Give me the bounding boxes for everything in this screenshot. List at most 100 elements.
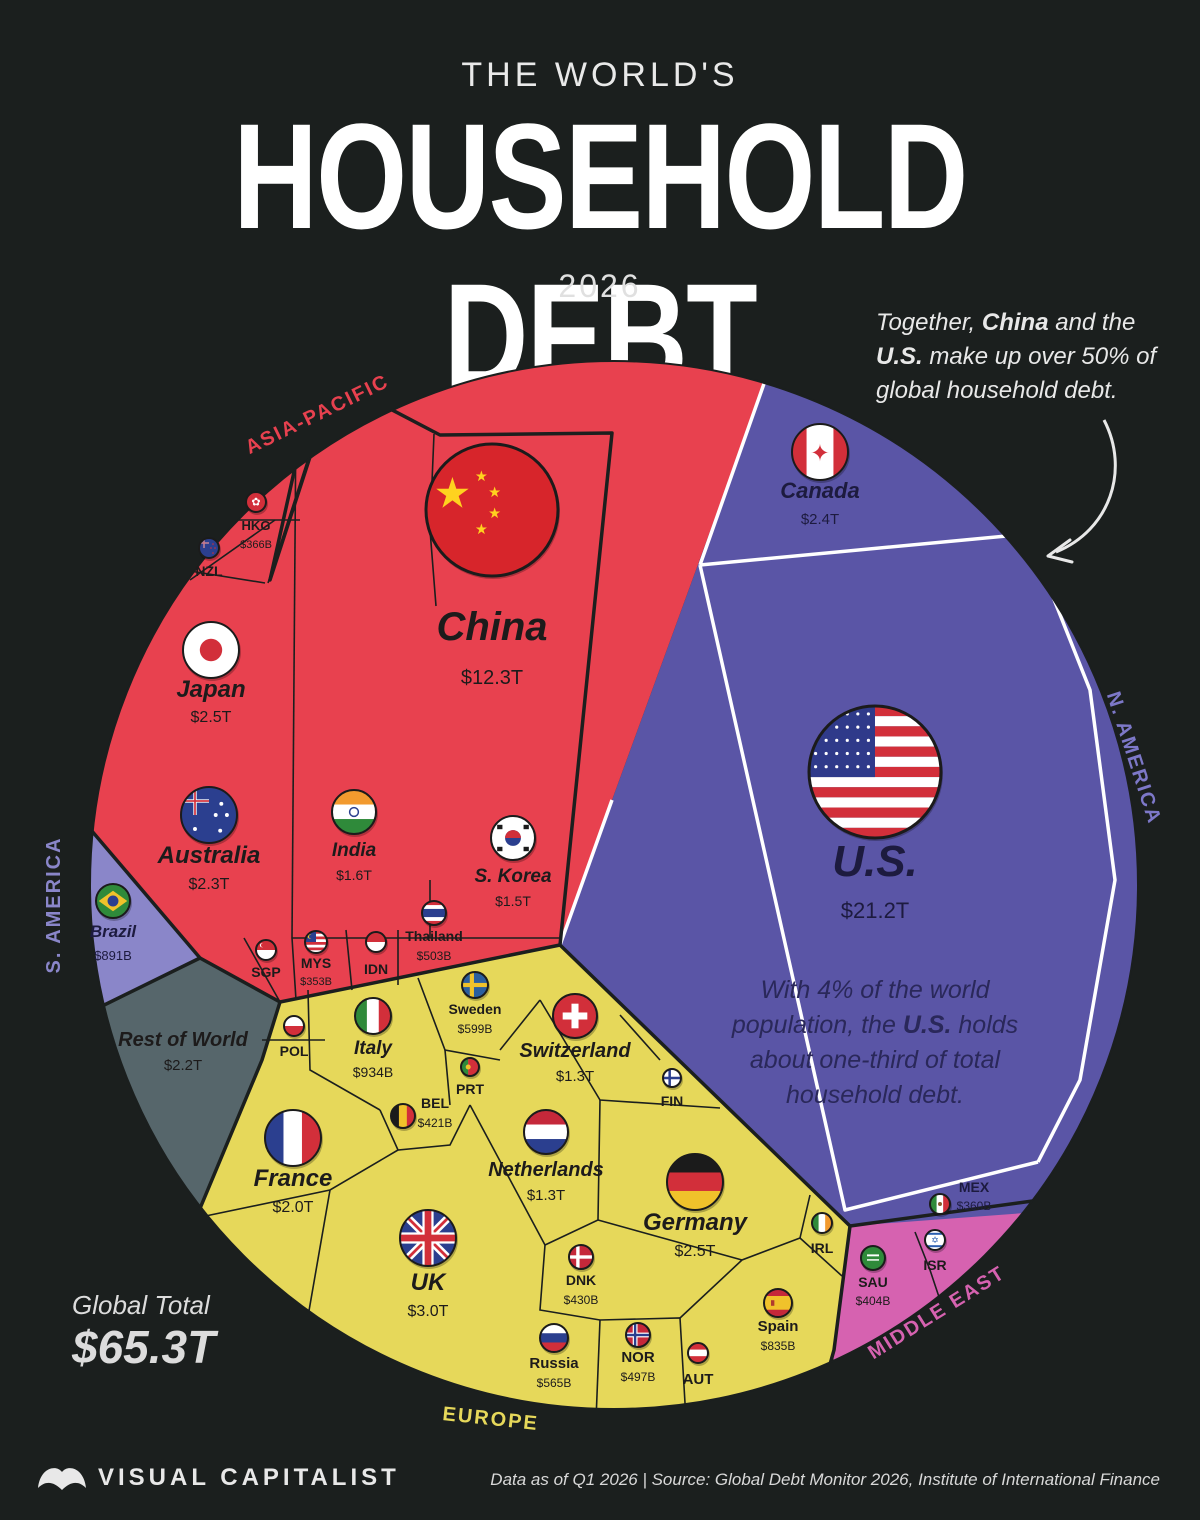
- visual-capitalist-logo-icon: [38, 1468, 86, 1490]
- cell-label: Italy: [354, 1038, 393, 1059]
- us-note-line4: household debt.: [786, 1081, 964, 1109]
- cell-label: Brazil: [90, 922, 138, 941]
- switzerland-flag-icon: [552, 993, 598, 1039]
- cell-value: $12.3T: [461, 667, 523, 689]
- germany-flag-icon: [666, 1153, 724, 1211]
- cell-hkg: ✿ HKG $366B: [240, 491, 272, 551]
- poland-flag-icon: [283, 1015, 305, 1037]
- china-flag-icon: ★ ★★★★: [424, 442, 560, 578]
- cell-sau: SAU $404B: [856, 1245, 891, 1308]
- svg-text:★: ★: [488, 506, 501, 522]
- canada-flag-icon: ✦: [791, 423, 849, 481]
- cell-label: Australia: [157, 842, 261, 869]
- cell-label: BEL: [421, 1095, 449, 1111]
- norway-flag-icon: [625, 1322, 651, 1348]
- cell-label: IRL: [811, 1240, 834, 1256]
- cell-india: India $1.6T: [331, 789, 378, 883]
- global-total-label: Global Total: [72, 1290, 210, 1320]
- spain-flag-icon: [763, 1288, 793, 1318]
- thailand-flag-icon: [421, 900, 447, 926]
- cell-netherlands: Netherlands $1.3T: [488, 1109, 604, 1204]
- cell-fin: FIN: [661, 1068, 684, 1109]
- cell-value: $404B: [856, 1294, 891, 1308]
- cell-s-korea: S. Korea $1.5T: [474, 815, 552, 909]
- singapore-flag-icon: [255, 939, 277, 961]
- region-label-europe: EUROPE: [442, 1403, 540, 1435]
- cell-label: Sweden: [449, 1001, 502, 1017]
- cell-value: $366B: [240, 539, 272, 551]
- cell-sweden: Sweden $599B: [449, 971, 502, 1036]
- cell-value: $2.5T: [675, 1243, 716, 1260]
- sweden-flag-icon: [461, 971, 489, 999]
- hong-kong-flag-icon: ✿: [245, 491, 267, 513]
- cell-label: AUT: [683, 1371, 714, 1388]
- finland-flag-icon: [662, 1068, 682, 1088]
- cell-value: $934B: [353, 1064, 393, 1080]
- cell-value: $1.6T: [336, 867, 372, 883]
- cell-label: DNK: [566, 1272, 596, 1288]
- cell-uk: UK $3.0T: [399, 1209, 458, 1320]
- cell-value: $3.0T: [408, 1303, 449, 1320]
- us-note-line3: about one-third of total: [750, 1046, 1002, 1074]
- new-zealand-flag-icon: [198, 537, 220, 559]
- cell-label: Russia: [529, 1355, 579, 1372]
- cell-value: $1.5T: [495, 893, 531, 909]
- cell-label: POL: [280, 1043, 309, 1059]
- cell-value: $421B: [418, 1116, 453, 1130]
- title-year: 2026: [558, 268, 642, 304]
- cell-label: Japan: [176, 676, 245, 703]
- svg-text:★: ★: [475, 469, 488, 485]
- cell-label: U.S.: [832, 837, 918, 886]
- cell-spain: Spain $835B: [758, 1288, 798, 1353]
- cell-value: $353B: [300, 976, 332, 988]
- svg-text:★: ★: [433, 468, 471, 517]
- cell-value: $21.2T: [841, 898, 910, 923]
- austria-flag-icon: [687, 1342, 709, 1364]
- cell-value: $565B: [537, 1376, 572, 1390]
- cell-label: UK: [411, 1269, 447, 1296]
- callout-arrowhead: [1046, 538, 1074, 564]
- cell-rest-of-world: Rest of World $2.2T: [118, 1029, 248, 1074]
- cell-label: FIN: [661, 1093, 684, 1109]
- cell-label: MEX: [959, 1179, 990, 1195]
- svg-text:✡: ✡: [931, 1236, 939, 1246]
- australia-flag-icon: [180, 786, 238, 844]
- cell-prt: PRT: [456, 1057, 484, 1097]
- cell-value: $2.4T: [801, 511, 839, 528]
- global-total-value: $65.3T: [72, 1321, 216, 1373]
- cell-bel: BEL $421B: [390, 1095, 453, 1131]
- france-flag-icon: [264, 1109, 322, 1167]
- cell-australia: Australia $2.3T: [157, 786, 261, 893]
- cell-value: $1.3T: [527, 1187, 565, 1204]
- us-flag-icon: [807, 704, 943, 840]
- israel-flag-icon: ✡: [924, 1229, 946, 1251]
- cell-label: IDN: [364, 961, 388, 977]
- cell-label: PRT: [456, 1081, 484, 1097]
- cell-label: Canada: [780, 478, 859, 503]
- cell-value: $891B: [94, 948, 132, 963]
- cell-value: $360B: [957, 1199, 992, 1213]
- cell-japan: Japan $2.5T: [176, 621, 246, 726]
- cell-thailand: Thailand $503B: [405, 900, 463, 963]
- cell-brazil: Brazil $891B: [90, 883, 138, 963]
- denmark-flag-icon: [568, 1244, 594, 1270]
- cell-sgp: SGP: [251, 939, 281, 980]
- cell-isr: ✡ ISR: [923, 1229, 947, 1273]
- mexico-flag-icon: [929, 1193, 951, 1215]
- netherlands-flag-icon: [523, 1109, 569, 1155]
- cell-value: $2.0T: [273, 1199, 314, 1216]
- cell-value: $835B: [761, 1339, 796, 1353]
- cell-labels: U.S.$21.2T★ ★★★★China$12.3TUK$3.0TJapan$2…: [90, 423, 992, 1390]
- cell-label: NOR: [621, 1349, 655, 1366]
- cell-label: SAU: [858, 1274, 888, 1290]
- japan-flag-icon: [182, 621, 240, 679]
- russia-flag-icon: [539, 1323, 569, 1353]
- cell-dnk: DNK $430B: [564, 1244, 598, 1307]
- india-flag-icon: [331, 789, 377, 835]
- us-note-line1: With 4% of the world: [760, 976, 990, 1004]
- cell-mys: MYS $353B: [300, 930, 332, 988]
- indonesia-flag-icon: [365, 931, 387, 953]
- page-title: HOUSEHOLD DEBT: [233, 92, 968, 420]
- uk-flag-icon: [399, 1209, 457, 1267]
- cell-nor: NOR $497B: [621, 1322, 655, 1384]
